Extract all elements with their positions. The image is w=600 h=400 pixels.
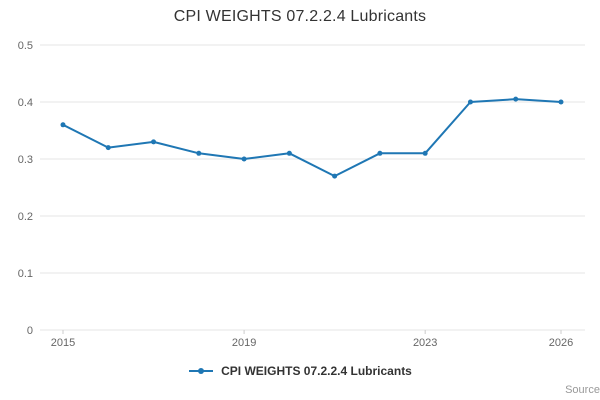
data-point-marker[interactable] <box>105 145 111 151</box>
data-point-marker[interactable] <box>241 156 247 162</box>
data-point-marker[interactable] <box>467 99 473 105</box>
legend-label: CPI WEIGHTS 07.2.2.4 Lubricants <box>221 364 412 378</box>
data-point-marker[interactable] <box>286 150 292 156</box>
y-axis-tick-label: 0 <box>27 325 33 337</box>
data-point-marker[interactable] <box>60 122 66 128</box>
data-point-marker[interactable] <box>558 99 564 105</box>
data-point-marker[interactable] <box>196 150 202 156</box>
y-axis-tick-label: 0.3 <box>18 154 33 166</box>
x-axis-tick-label: 2026 <box>549 337 573 349</box>
data-point-marker[interactable] <box>151 139 157 145</box>
x-axis-tick-label: 2015 <box>51 337 75 349</box>
data-point-marker[interactable] <box>422 150 428 156</box>
series-line[interactable] <box>62 98 562 178</box>
chart-title: CPI WEIGHTS 07.2.2.4 Lubricants <box>173 8 427 25</box>
data-point-marker[interactable] <box>332 173 338 179</box>
y-axis-tick-label: 0.4 <box>18 97 33 109</box>
legend-item[interactable]: CPI WEIGHTS 07.2.2.4 Lubricants <box>0 364 600 378</box>
x-axis-tick-label: 2023 <box>413 337 437 349</box>
source-credit: Source: <box>565 384 600 396</box>
y-axis-tick-label: 0.1 <box>18 268 33 280</box>
data-point-marker[interactable] <box>513 96 519 102</box>
y-axis-tick-label: 0.5 <box>18 40 33 52</box>
y-axis-tick-label: 0.2 <box>18 211 33 223</box>
x-axis-tick-label: 2019 <box>232 337 256 349</box>
data-point-marker[interactable] <box>377 150 383 156</box>
legend-line-marker-icon <box>189 368 214 374</box>
